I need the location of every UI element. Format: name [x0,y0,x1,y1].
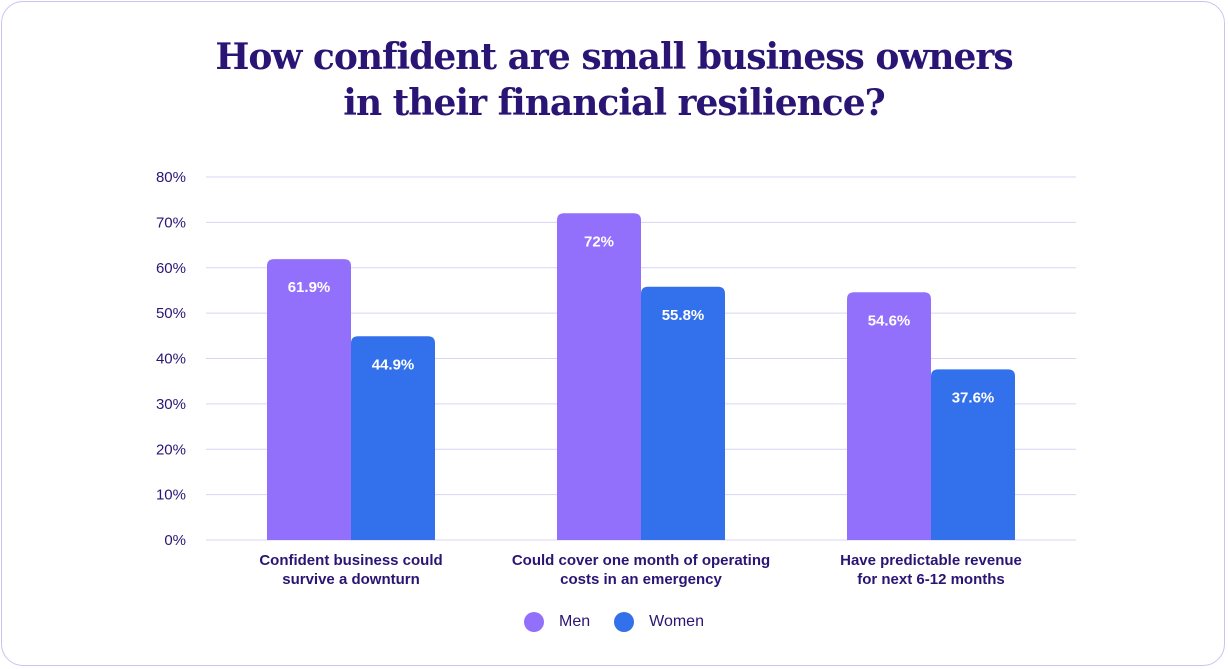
y-tick-label: 20% [156,441,186,458]
legend-label-men: Men [559,613,591,630]
x-category-label: costs in an emergency [560,571,722,588]
bar-women [351,336,435,540]
chart-title-line-1: How confident are small business owners [215,36,1013,78]
legend-swatch-men [524,612,545,632]
chart-title: How confident are small business owners … [0,34,1228,126]
y-tick-label: 80% [156,169,186,186]
data-label: 54.6% [868,312,911,329]
chart-title-line-2: in their financial resilience? [343,82,885,124]
bar-women [641,286,725,540]
legend-swatch-women [614,612,635,632]
data-label: 37.6% [952,389,995,406]
y-tick-label: 70% [156,214,186,231]
data-label: 55.8% [662,307,705,324]
x-category-label: Have predictable revenue [840,552,1022,569]
x-category-label: Confident business could [259,552,442,569]
data-label: 72% [584,233,614,250]
legend: Men Women [0,612,1228,632]
y-tick-label: 10% [156,487,186,504]
y-tick-label: 50% [156,305,186,322]
data-label: 61.9% [288,279,331,296]
bar-women [931,369,1015,540]
y-tick-label: 0% [164,532,186,549]
y-tick-label: 40% [156,351,186,368]
x-category-label: Could cover one month of operating [512,552,770,569]
x-category-label: survive a downturn [282,571,420,588]
legend-item-women: Women [614,612,704,632]
bar-men [267,259,351,540]
bar-men [557,213,641,541]
x-category-label: for next 6-12 months [857,571,1005,588]
data-label: 44.9% [372,356,415,373]
y-tick-label: 30% [156,396,186,413]
legend-label-women: Women [649,613,704,630]
legend-item-men: Men [524,612,590,632]
y-tick-label: 60% [156,260,186,277]
bar-men [847,292,931,540]
